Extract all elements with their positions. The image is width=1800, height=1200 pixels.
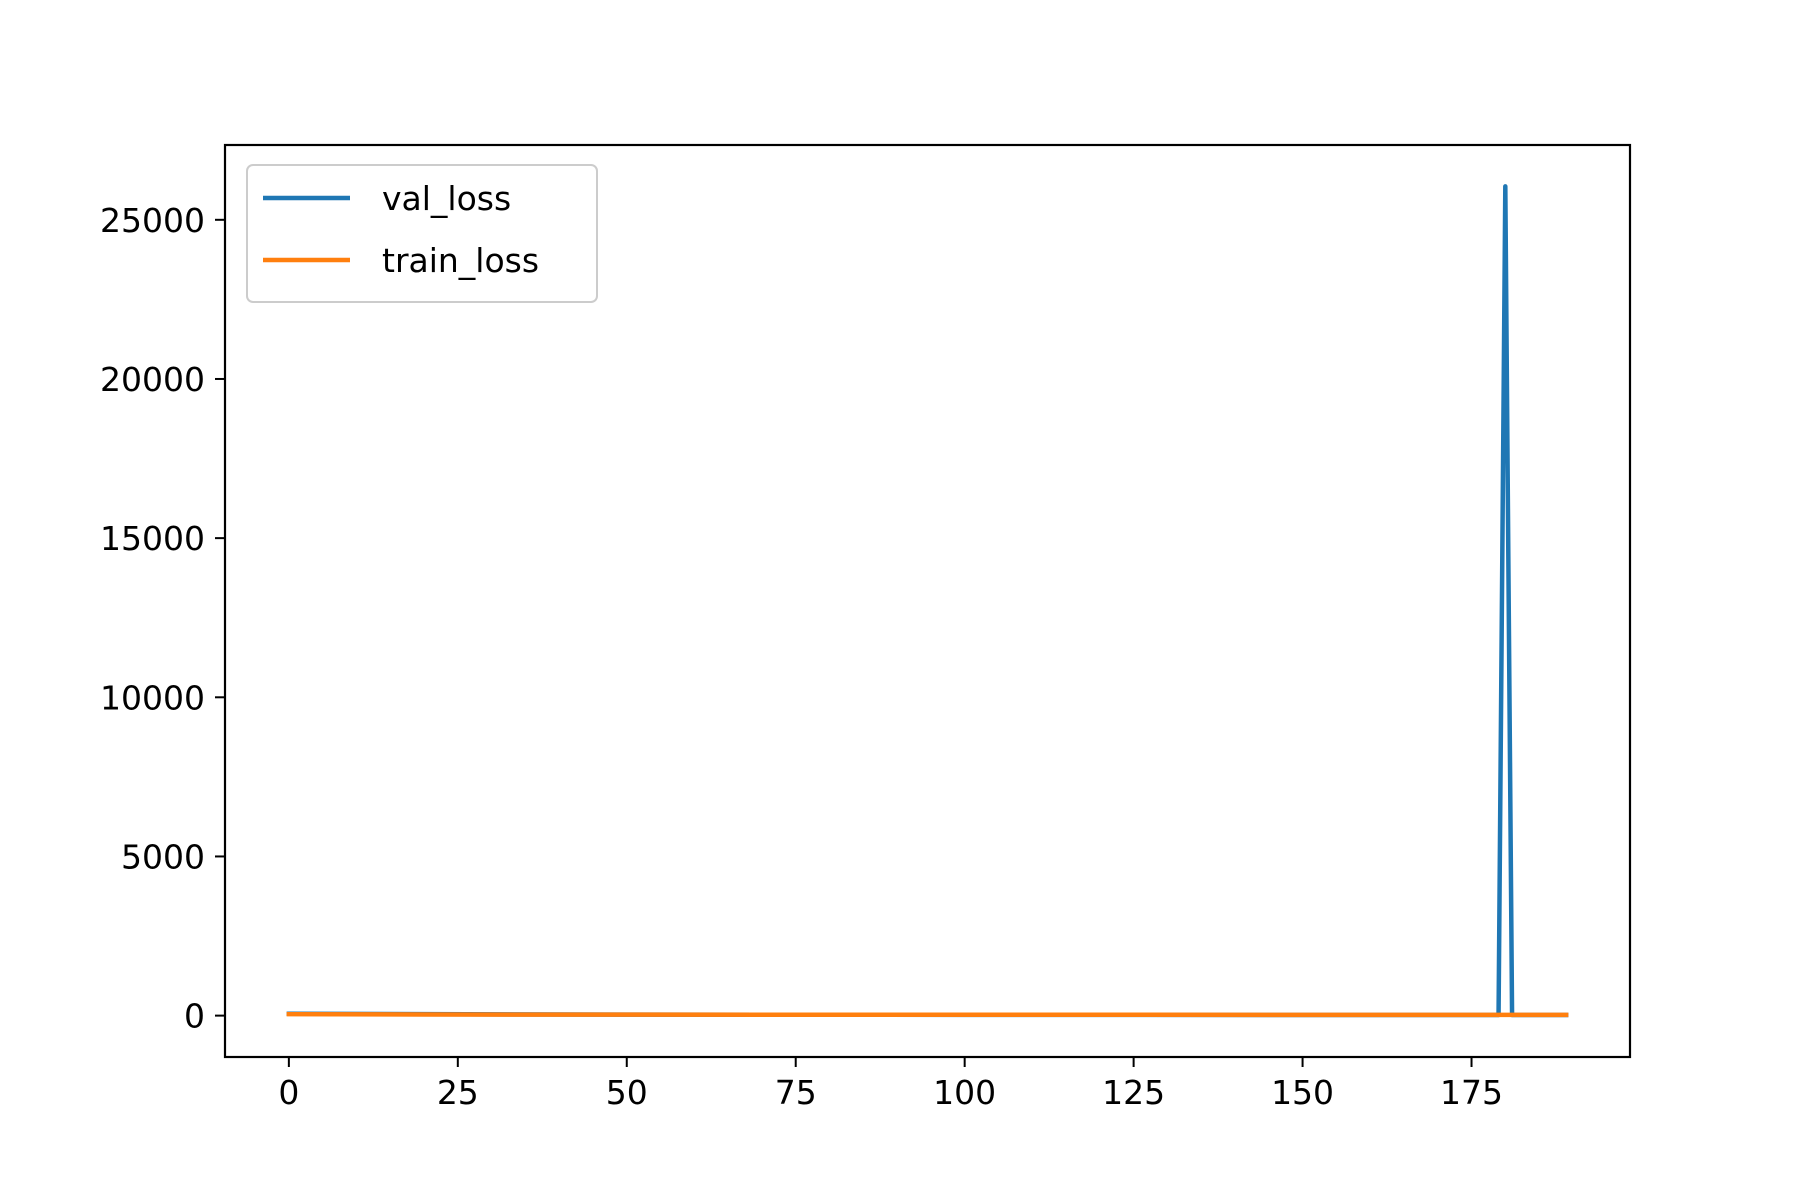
y-tick-label: 15000 bbox=[100, 519, 205, 558]
x-tick-label: 25 bbox=[437, 1073, 479, 1112]
x-axis: 0 25 50 75 100 125 150 175 bbox=[278, 1057, 1503, 1112]
legend-label-val-loss: val_loss bbox=[382, 179, 511, 218]
x-tick-label: 125 bbox=[1102, 1073, 1165, 1112]
y-tick-label: 20000 bbox=[100, 360, 205, 399]
legend-label-train-loss: train_loss bbox=[382, 241, 539, 280]
x-tick-label: 50 bbox=[606, 1073, 648, 1112]
y-axis: 0 5000 10000 15000 20000 25000 bbox=[100, 201, 225, 1036]
x-tick-label: 150 bbox=[1271, 1073, 1334, 1112]
legend: val_loss train_loss bbox=[246, 164, 598, 303]
series-layer bbox=[286, 184, 1569, 1018]
y-tick-label: 0 bbox=[184, 997, 205, 1036]
y-tick-label: 5000 bbox=[121, 837, 205, 876]
plot-frame bbox=[223, 143, 1632, 1059]
x-tick-label: 75 bbox=[775, 1073, 817, 1112]
y-tick-label: 10000 bbox=[100, 678, 205, 717]
x-tick-label: 0 bbox=[278, 1073, 299, 1112]
y-tick-label: 25000 bbox=[100, 201, 205, 240]
series-line-train-loss bbox=[286, 1011, 1569, 1018]
x-tick-label: 175 bbox=[1440, 1073, 1503, 1112]
x-tick-label: 100 bbox=[933, 1073, 996, 1112]
